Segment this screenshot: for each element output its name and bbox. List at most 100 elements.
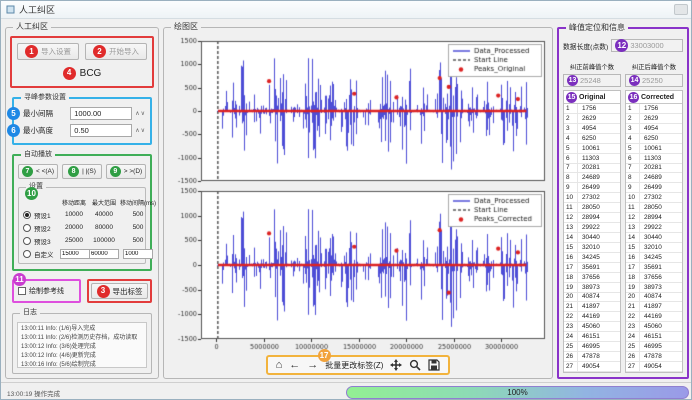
row-index: 24 <box>564 332 578 341</box>
home-icon[interactable]: ⌂ <box>276 360 283 371</box>
peaks-table-row[interactable]: 46250 <box>626 134 682 144</box>
row-index: 15 <box>626 243 640 252</box>
forward-icon[interactable]: → <box>307 360 318 371</box>
peaks-table-row[interactable]: 1027302 <box>564 193 620 203</box>
peaks-table-row[interactable]: 1128050 <box>564 203 620 213</box>
peaks-table-row[interactable]: 510061 <box>564 144 620 154</box>
peaks-table-row[interactable]: 2749054 <box>626 362 682 372</box>
peaks-table-row[interactable]: 1837656 <box>626 273 682 283</box>
pan-icon[interactable] <box>390 359 402 371</box>
peaks-table-row[interactable]: 2647878 <box>626 352 682 362</box>
peaks-table-row[interactable]: 1532010 <box>564 243 620 253</box>
peaks-table-row[interactable]: 1329922 <box>564 223 620 233</box>
peak-value: 2629 <box>640 115 658 122</box>
peaks-table-row[interactable]: 2345060 <box>626 322 682 332</box>
peaks-table-row[interactable]: 1027302 <box>626 193 682 203</box>
zoom-icon[interactable] <box>409 359 421 371</box>
preset-radio[interactable] <box>23 224 31 232</box>
peaks-table-row[interactable]: 2546995 <box>626 342 682 352</box>
peaks-table-row[interactable]: 1735691 <box>626 263 682 273</box>
save-icon[interactable] <box>428 359 440 371</box>
peaks-table-row[interactable]: 824689 <box>626 173 682 183</box>
peaks-table-row[interactable]: 34954 <box>626 124 682 134</box>
peaks-table-row[interactable]: 2244169 <box>564 312 620 322</box>
peaks-table-row[interactable]: 611303 <box>564 154 620 164</box>
peaks-table-row[interactable]: 22629 <box>564 114 620 124</box>
preset-radio[interactable] <box>23 237 31 245</box>
peaks-table-row[interactable]: 2040874 <box>564 293 620 303</box>
peaks-table-row[interactable]: 1837656 <box>564 273 620 283</box>
peaks-table-row[interactable]: 1938973 <box>626 283 682 293</box>
min-interval-input[interactable]: 1000.00 <box>70 107 132 120</box>
min-interval-value: 1000.00 <box>74 109 101 118</box>
peaks-table-row[interactable]: 2141897 <box>626 302 682 312</box>
log-list[interactable]: 13:00:11 Info: (1/6)导入完成13:00:11 Info: (… <box>17 322 147 368</box>
peaks-table-row[interactable]: 2546995 <box>564 342 620 352</box>
min-height-value: 0.50 <box>74 126 89 135</box>
peaks-table-row[interactable]: 611303 <box>626 154 682 164</box>
peaks-table-row[interactable]: 1329922 <box>626 223 682 233</box>
preset-value-input[interactable] <box>89 249 119 259</box>
peaks-table-row[interactable]: 1228994 <box>564 213 620 223</box>
next-button[interactable]: 9 > >(D) <box>106 164 146 179</box>
peaks-table-row[interactable]: 2141897 <box>564 302 620 312</box>
peaks-table-row[interactable]: 1634245 <box>626 253 682 263</box>
peaks-table-row[interactable]: 22629 <box>626 114 682 124</box>
peaks-table-row[interactable]: 1128050 <box>626 203 682 213</box>
peaks-table-row[interactable]: 2244169 <box>626 312 682 322</box>
peaks-table-row[interactable]: 1430440 <box>626 233 682 243</box>
som-marker-4: 4 <box>63 67 76 80</box>
reference-line-checkbox[interactable] <box>18 287 26 295</box>
peaks-table-row[interactable]: 1634245 <box>564 253 620 263</box>
peaks-table-row[interactable]: 926499 <box>564 183 620 193</box>
peaks-table-row[interactable]: 2647878 <box>564 352 620 362</box>
import-settings-label: 导入设置 <box>41 46 71 57</box>
peaks-table-row[interactable]: 34954 <box>564 124 620 134</box>
row-index: 26 <box>564 352 578 361</box>
peaks-table-row[interactable]: 824689 <box>564 173 620 183</box>
peaks-table-row[interactable]: 1735691 <box>564 263 620 273</box>
chart-peaks-original[interactable] <box>167 36 550 186</box>
peaks-table-row[interactable]: 1430440 <box>564 233 620 243</box>
preset-value: 500 <box>120 211 156 218</box>
peaks-table-row[interactable]: 2446151 <box>626 332 682 342</box>
chart-peaks-corrected[interactable] <box>167 186 550 358</box>
peaks-table-row[interactable]: 2345060 <box>564 322 620 332</box>
peak-value: 6250 <box>578 135 596 142</box>
spinner-arrows-icon[interactable]: ∧∨ <box>135 110 146 117</box>
preset-radio[interactable] <box>23 211 31 219</box>
spinner-arrows-icon[interactable]: ∧∨ <box>135 127 146 134</box>
start-import-button[interactable]: 2 开始导入 <box>85 43 147 60</box>
prev-button[interactable]: 7 < <(A) <box>18 164 58 179</box>
import-settings-button[interactable]: 1 导入设置 <box>17 43 79 60</box>
peaks-table-row[interactable]: 1938973 <box>564 283 620 293</box>
back-icon[interactable]: ← <box>289 360 300 371</box>
preset-radio[interactable] <box>23 250 31 258</box>
peaks-table-row[interactable]: 720281 <box>564 164 620 174</box>
peaks-table-row[interactable]: 2446151 <box>564 332 620 342</box>
peaks-table-row[interactable]: 926499 <box>626 183 682 193</box>
row-index: 7 <box>564 164 578 173</box>
min-height-input[interactable]: 0.50 <box>70 124 132 137</box>
peaks-table-row[interactable]: 510061 <box>626 144 682 154</box>
peaks-table-body-corrected: 1175622629349544625051006161130372028182… <box>626 104 682 372</box>
window-close-button[interactable] <box>674 4 688 15</box>
peaks-table-row[interactable]: 46250 <box>564 134 620 144</box>
peaks-table-row[interactable]: 720281 <box>626 164 682 174</box>
export-labels-button[interactable]: 3 导出标签 <box>91 283 148 299</box>
export-labels-label: 导出标签 <box>113 286 143 297</box>
peaks-table-row[interactable]: 11756 <box>626 104 682 114</box>
pause-button[interactable]: 8 | |(S) <box>62 164 102 179</box>
peak-value: 30440 <box>640 234 662 241</box>
som-marker-11: 11 <box>13 273 26 286</box>
peaks-table-row[interactable]: 2040874 <box>626 293 682 303</box>
peaks-table-row[interactable]: 1228994 <box>626 213 682 223</box>
peaks-table-row[interactable]: 2749054 <box>564 362 620 372</box>
row-index: 4 <box>626 134 640 143</box>
preset-value-input[interactable] <box>123 249 153 259</box>
batch-edit-label-button[interactable]: 批量更改标签(Z) <box>325 360 383 371</box>
peaks-table-row[interactable]: 11756 <box>564 104 620 114</box>
preset-value-input[interactable] <box>60 249 90 259</box>
peaks-table-row[interactable]: 1532010 <box>626 243 682 253</box>
original-table-header: 15 Original <box>564 91 620 104</box>
